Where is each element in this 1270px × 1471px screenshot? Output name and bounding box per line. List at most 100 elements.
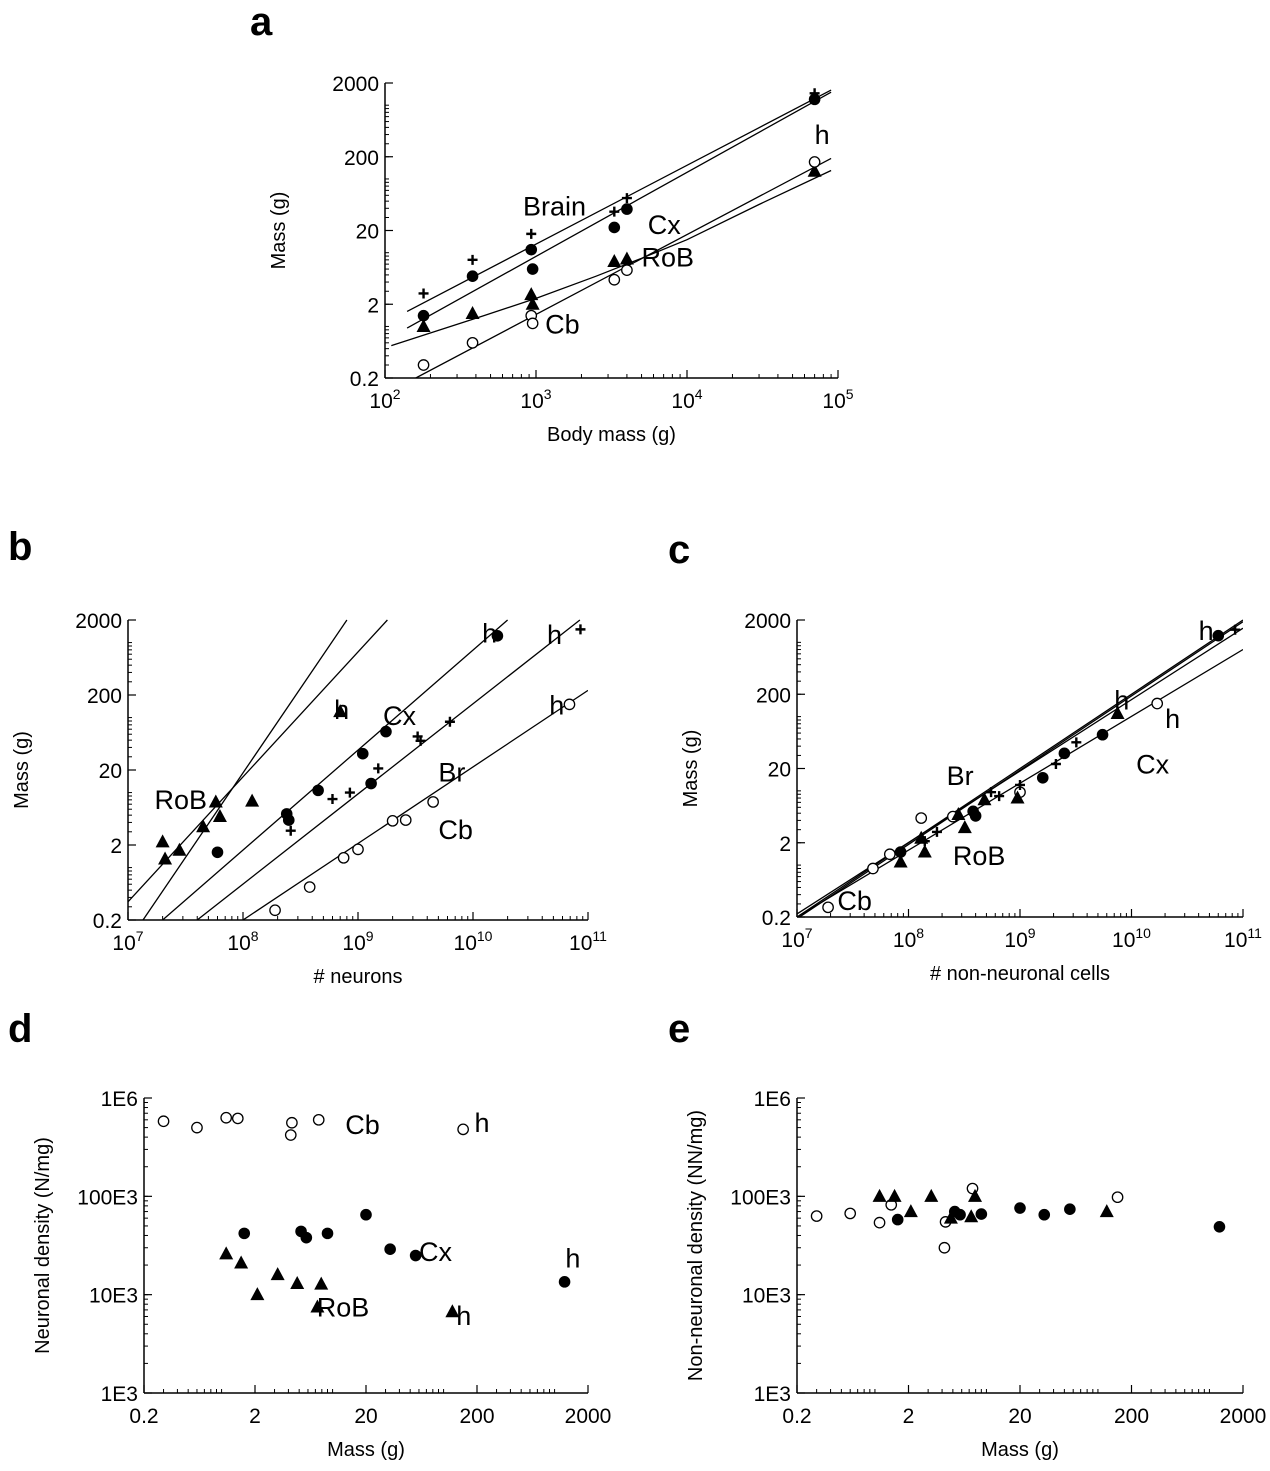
marker-cx (1036, 771, 1049, 784)
y-tick-label: 2000 (744, 610, 791, 633)
x-tick-label: 20 (1008, 1405, 1031, 1428)
y-tick-label: 2000 (332, 73, 379, 96)
x-tick-label: 104 (671, 386, 702, 413)
marker-cb (427, 796, 439, 808)
marker-cx (1038, 1208, 1051, 1221)
x-tick-base: 10 (227, 932, 250, 955)
fit-line (797, 627, 1243, 915)
marker-cx (1064, 1203, 1076, 1215)
marker-cx (975, 1208, 988, 1220)
y-tick-label: 1E6 (754, 1088, 791, 1111)
y-tick-label: 1E6 (101, 1088, 138, 1111)
x-tick-exponent: 10 (477, 928, 493, 944)
marker-cx (969, 810, 982, 822)
marker-rob (887, 1188, 902, 1202)
y-tick-label: 2 (110, 835, 122, 858)
x-tick-label: 2 (249, 1405, 261, 1428)
y-tick-label: 100E3 (730, 1186, 791, 1209)
x-tick-base: 10 (112, 932, 135, 955)
marker-brain (1015, 779, 1025, 790)
marker-cb (157, 1115, 170, 1128)
y-tick-label: 200 (87, 685, 122, 708)
marker-cb (220, 1111, 233, 1124)
x-axis-label: # neurons (314, 966, 403, 988)
x-tick-label: 1010 (1112, 925, 1151, 952)
x-tick-label: 1011 (1224, 925, 1262, 952)
x-tick-exponent: 5 (846, 386, 854, 402)
marker-rob (314, 1276, 329, 1290)
marker-cb (621, 264, 633, 276)
x-tick-exponent: 8 (916, 925, 924, 941)
marker-cb (269, 904, 281, 917)
marker-cb (608, 273, 621, 286)
x-axis-label: Body mass (g) (547, 424, 676, 446)
marker-cb (526, 317, 539, 330)
y-tick-label: 2000 (75, 610, 122, 633)
annotation-label: Br (947, 761, 974, 791)
marker-rob (445, 1304, 460, 1318)
y-axis-label: Mass (g) (680, 730, 702, 808)
marker-cx (360, 1208, 372, 1221)
marker-rob (607, 253, 622, 267)
marker-brain (986, 787, 997, 798)
marker-cb (1151, 697, 1164, 710)
marker-rob (212, 808, 227, 822)
x-tick-exponent: 10 (1135, 925, 1151, 941)
marker-cb (191, 1121, 203, 1134)
annotation-label: h (549, 690, 564, 720)
marker-cx (211, 846, 224, 859)
x-tick-label: 109 (1004, 925, 1035, 952)
marker-rob (917, 844, 932, 858)
marker-rob (893, 854, 908, 868)
x-tick-exponent: 3 (544, 386, 552, 402)
x-tick-base: 10 (342, 932, 365, 955)
x-tick-label: 20 (354, 1405, 377, 1428)
marker-rob (968, 1188, 983, 1202)
fit-line (128, 619, 388, 903)
marker-cx (417, 309, 430, 322)
marker-brain (373, 763, 384, 774)
marker-brain (444, 716, 455, 727)
y-tick-label: 1E3 (754, 1383, 791, 1406)
x-tick-base: 10 (454, 932, 477, 955)
x-tick-label: 2000 (565, 1405, 612, 1428)
x-tick-label: 108 (227, 928, 258, 955)
x-tick-exponent: 7 (805, 925, 813, 941)
annotation-label: Br (438, 758, 465, 788)
y-axis-label: Mass (g) (11, 731, 33, 809)
annotation-label: h (1114, 685, 1129, 715)
marker-cx (365, 777, 377, 790)
marker-cb (312, 1113, 325, 1126)
y-tick-label: 2 (367, 294, 379, 317)
marker-cx (466, 270, 479, 283)
marker-cx (491, 630, 504, 642)
fit-line (406, 91, 832, 329)
marker-cx (894, 846, 907, 858)
marker-cb (286, 1116, 298, 1129)
marker-rob (957, 820, 972, 834)
fit-line (391, 169, 832, 347)
marker-cx (409, 1249, 422, 1262)
x-tick-label: 105 (822, 386, 853, 413)
marker-rob (155, 834, 170, 848)
marker-rob (525, 296, 540, 310)
marker-rob (270, 1267, 285, 1281)
marker-cb (1111, 1191, 1124, 1204)
marker-brain (327, 794, 338, 805)
x-tick-exponent: 11 (1247, 925, 1262, 941)
marker-brain (994, 791, 1005, 802)
x-tick-label: 107 (781, 925, 812, 952)
marker-rob (951, 807, 966, 821)
y-tick-label: 20 (99, 760, 122, 783)
marker-cb (352, 843, 364, 856)
marker-cx (891, 1213, 904, 1226)
annotation-label: h (482, 619, 497, 649)
annotation-label: h (1165, 704, 1180, 734)
x-tick-label: 0.2 (129, 1405, 158, 1428)
x-tick-base: 10 (569, 932, 592, 955)
marker-cb (915, 812, 928, 824)
marker-brain (285, 825, 296, 836)
annotation-label: Cx (419, 1237, 452, 1267)
x-axis-label: # non-neuronal cells (930, 963, 1110, 985)
